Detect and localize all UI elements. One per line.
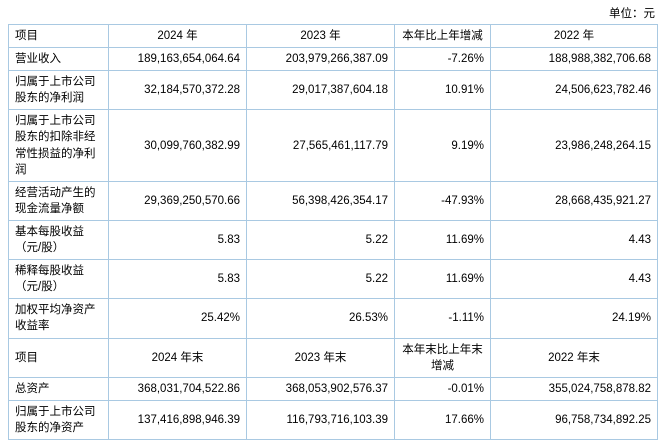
header-item-label: 项目	[8, 337, 109, 378]
value-change: 10.91%	[394, 70, 491, 111]
value-2022: 96,758,734,892.25	[490, 399, 658, 440]
value-2024: 137,416,898,946.39	[108, 399, 247, 440]
row-item-label: 归属于上市公司股东的净利润	[8, 70, 109, 111]
value-change: 9.19%	[394, 109, 491, 182]
value-2024: 29,369,250,570.66	[108, 180, 247, 221]
table-row-diluted-eps: 稀释每股收益（元/股） 5.83 5.22 11.69% 4.43	[8, 259, 658, 300]
table-row-operating-cash-flow: 经营活动产生的现金流量净额 29,369,250,570.66 56,398,4…	[8, 180, 658, 221]
table-row-revenue: 营业收入 189,163,654,064.64 203,979,266,387.…	[8, 47, 658, 72]
value-2024: 189,163,654,064.64	[108, 47, 247, 72]
header-end-2022: 2022 年末	[490, 337, 658, 378]
value-2023: 203,979,266,387.09	[246, 47, 395, 72]
value-2022: 188,988,382,706.68	[490, 47, 658, 72]
header-end-yoy-change: 本年末比上年末增减	[394, 337, 491, 378]
value-2022: 23,986,248,264.15	[490, 109, 658, 182]
financial-summary-table: 项目 2024 年 2023 年 本年比上年增减 2022 年 营业收入 189…	[8, 23, 658, 440]
unit-label: 单位：元	[609, 8, 655, 20]
value-2023: 27,565,461,117.79	[246, 109, 395, 182]
value-2022: 355,024,758,878.82	[490, 376, 658, 401]
section2-header-row: 项目 2024 年末 2023 年末 本年末比上年末增减 2022 年末	[8, 337, 658, 378]
value-change: -0.01%	[394, 376, 491, 401]
value-2023: 29,017,387,604.18	[246, 70, 395, 111]
row-item-label: 稀释每股收益（元/股）	[8, 259, 109, 300]
value-2024: 5.83	[108, 259, 247, 300]
value-change: 11.69%	[394, 259, 491, 300]
header-yoy-change: 本年比上年增减	[394, 23, 491, 49]
value-2022: 24,506,623,782.46	[490, 70, 658, 111]
table-row-weighted-avg-roe: 加权平均净资产收益率 25.42% 26.53% -1.11% 24.19%	[8, 298, 658, 339]
header-year-2023: 2023 年	[246, 23, 395, 49]
value-change: -1.11%	[394, 298, 491, 339]
row-item-label: 基本每股收益（元/股）	[8, 219, 109, 261]
value-change: -7.26%	[394, 47, 491, 72]
value-change: 11.69%	[394, 219, 491, 261]
value-2023: 56,398,426,354.17	[246, 180, 395, 221]
header-end-2024: 2024 年末	[108, 337, 247, 378]
value-2023: 26.53%	[246, 298, 395, 339]
value-2022: 28,668,435,921.27	[490, 180, 658, 221]
table-row-total-assets: 总资产 368,031,704,522.86 368,053,902,576.3…	[8, 376, 658, 401]
table-row-net-assets: 归属于上市公司股东的净资产 137,416,898,946.39 116,793…	[8, 399, 658, 440]
header-end-2023: 2023 年末	[246, 337, 395, 378]
row-item-label: 归属于上市公司股东的净资产	[8, 399, 109, 440]
header-item-label: 项目	[8, 23, 109, 49]
value-2023: 5.22	[246, 219, 395, 261]
header-year-2024: 2024 年	[108, 23, 247, 49]
value-2024: 25.42%	[108, 298, 247, 339]
value-change: 17.66%	[394, 399, 491, 440]
value-2024: 32,184,570,372.28	[108, 70, 247, 111]
value-2022: 4.43	[490, 219, 658, 261]
value-2024: 368,031,704,522.86	[108, 376, 247, 401]
row-item-label: 总资产	[8, 376, 109, 401]
section1-header-row: 项目 2024 年 2023 年 本年比上年增减 2022 年	[8, 23, 658, 49]
row-item-label: 营业收入	[8, 47, 109, 72]
value-2024: 30,099,760,382.99	[108, 109, 247, 182]
value-2022: 24.19%	[490, 298, 658, 339]
header-year-2022: 2022 年	[490, 23, 658, 49]
value-change: -47.93%	[394, 180, 491, 221]
value-2023: 116,793,716,103.39	[246, 399, 395, 440]
value-2023: 5.22	[246, 259, 395, 300]
value-2022: 4.43	[490, 259, 658, 300]
row-item-label: 归属于上市公司股东的扣除非经常性损益的净利润	[8, 109, 109, 182]
table-row-basic-eps: 基本每股收益（元/股） 5.83 5.22 11.69% 4.43	[8, 219, 658, 261]
row-item-label: 经营活动产生的现金流量净额	[8, 180, 109, 221]
value-2023: 368,053,902,576.37	[246, 376, 395, 401]
table-row-net-profit: 归属于上市公司股东的净利润 32,184,570,372.28 29,017,3…	[8, 70, 658, 111]
row-item-label: 加权平均净资产收益率	[8, 298, 109, 339]
table-row-net-profit-excl-nonrecurring: 归属于上市公司股东的扣除非经常性损益的净利润 30,099,760,382.99…	[8, 109, 658, 182]
value-2024: 5.83	[108, 219, 247, 261]
